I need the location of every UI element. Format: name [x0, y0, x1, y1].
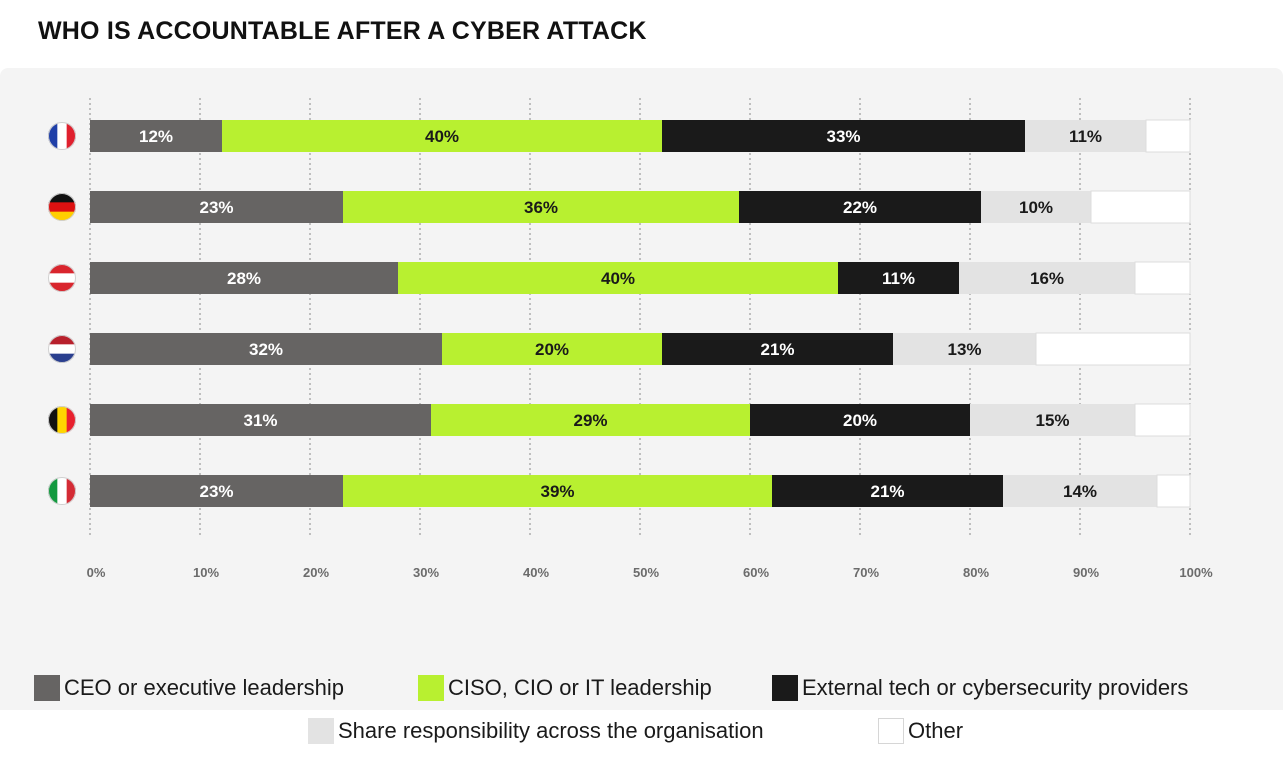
bar-segment	[90, 475, 343, 507]
legend-swatch-other	[878, 718, 904, 744]
data-label: 20%	[843, 411, 877, 430]
legend-label-other: Other	[908, 718, 964, 743]
bar-segment	[90, 120, 222, 152]
flag-netherlands-icon	[48, 335, 76, 363]
bar-segment	[1035, 332, 1191, 366]
data-label: 11%	[882, 269, 915, 288]
data-label: 22%	[843, 198, 877, 217]
bar-segment	[90, 191, 343, 223]
x-tick-label: 20%	[303, 565, 329, 580]
legend-label-ciso: CISO, CIO or IT leadership	[448, 675, 712, 700]
bar-segment	[1003, 475, 1157, 507]
bar-segment	[1134, 261, 1191, 295]
bar-segment	[662, 333, 893, 365]
data-label: 36%	[524, 198, 558, 217]
x-tick-label: 70%	[853, 565, 879, 580]
x-tick-label: 30%	[413, 565, 439, 580]
data-label: 23%	[199, 482, 233, 501]
bar-segment	[893, 333, 1036, 365]
bar-segment	[1145, 119, 1191, 153]
bar-segment	[739, 191, 981, 223]
data-label: 32%	[249, 340, 283, 359]
x-tick-label: 80%	[963, 565, 989, 580]
bar-segment	[90, 333, 442, 365]
bar-segment	[970, 404, 1135, 436]
legend: CEO or executive leadership CISO, CIO or…	[0, 675, 1283, 776]
bar-segment	[222, 120, 662, 152]
x-tick-label: 50%	[633, 565, 659, 580]
data-label: 40%	[425, 127, 459, 146]
stacked-bar-chart: 0% 10% 20% 30% 40% 50% 60% 70% 80% 90% 100% 12% 40% 3…	[48, 98, 1213, 580]
chart-title: WHO IS ACCOUNTABLE AFTER A CYBER ATTACK	[38, 17, 647, 45]
legend-item-ciso: CISO, CIO or IT leadership	[418, 675, 712, 701]
chart-panel: 0% 10% 20% 30% 40% 50% 60% 70% 80% 90% 100% 12% 40% 3…	[0, 68, 1283, 744]
legend-item-other: Other	[878, 718, 963, 744]
data-label: 33%	[826, 127, 860, 146]
legend-item-ceo: CEO or executive leadership	[34, 675, 344, 701]
bar-segment	[90, 404, 431, 436]
data-label: 28%	[227, 269, 261, 288]
x-tick-label: 100%	[1179, 565, 1213, 580]
x-tick-label: 90%	[1073, 565, 1099, 580]
flag-belgium-icon	[48, 406, 76, 434]
legend-item-share: Share responsibility across the organisa…	[308, 718, 764, 744]
data-label: 16%	[1030, 269, 1064, 288]
data-label: 40%	[601, 269, 635, 288]
legend-swatch-share	[308, 718, 334, 744]
data-label: 10%	[1019, 198, 1053, 217]
bar-segment	[1025, 120, 1146, 152]
bar-segment	[398, 262, 838, 294]
data-label: 39%	[540, 482, 574, 501]
flag-italy-icon	[48, 477, 76, 505]
data-label: 29%	[573, 411, 607, 430]
data-label: 12%	[139, 127, 173, 146]
flag-austria-icon	[48, 264, 76, 292]
data-label: 15%	[1035, 411, 1069, 430]
data-label: 14%	[1063, 482, 1097, 501]
bar-segment	[772, 475, 1003, 507]
bar-segment	[90, 262, 398, 294]
legend-swatch-external	[772, 675, 798, 701]
flag-germany-icon	[48, 193, 76, 221]
bar-segment	[981, 191, 1091, 223]
data-label: 20%	[535, 340, 569, 359]
x-tick-label: 40%	[523, 565, 549, 580]
legend-label-external: External tech or cybersecurity providers	[802, 675, 1189, 700]
x-tick-label: 10%	[193, 565, 219, 580]
data-label: 21%	[870, 482, 904, 501]
data-label: 31%	[243, 411, 277, 430]
bar-segment	[1134, 403, 1191, 437]
data-label: 21%	[760, 340, 794, 359]
bar-segment	[431, 404, 750, 436]
legend-swatch-ceo	[34, 675, 60, 701]
legend-label-ceo: CEO or executive leadership	[64, 675, 345, 700]
bar-segment	[1156, 474, 1191, 508]
x-tick-label: 0%	[87, 565, 106, 580]
bar-segment	[343, 191, 739, 223]
bar-segment	[1090, 190, 1191, 224]
bar-segment	[662, 120, 1025, 152]
flag-france-icon	[48, 122, 76, 150]
data-label: 13%	[947, 340, 981, 359]
data-label: 23%	[199, 198, 233, 217]
legend-item-external: External tech or cybersecurity providers	[772, 675, 1188, 701]
bar-segment	[442, 333, 662, 365]
bar-segment	[838, 262, 959, 294]
bar-segment	[959, 262, 1135, 294]
bar-segment	[343, 475, 772, 507]
legend-label-share: Share responsibility across the organisa…	[338, 718, 764, 743]
bar-segment	[750, 404, 970, 436]
x-tick-label: 60%	[743, 565, 769, 580]
data-label: 11%	[1069, 127, 1102, 146]
legend-swatch-ciso	[418, 675, 444, 701]
